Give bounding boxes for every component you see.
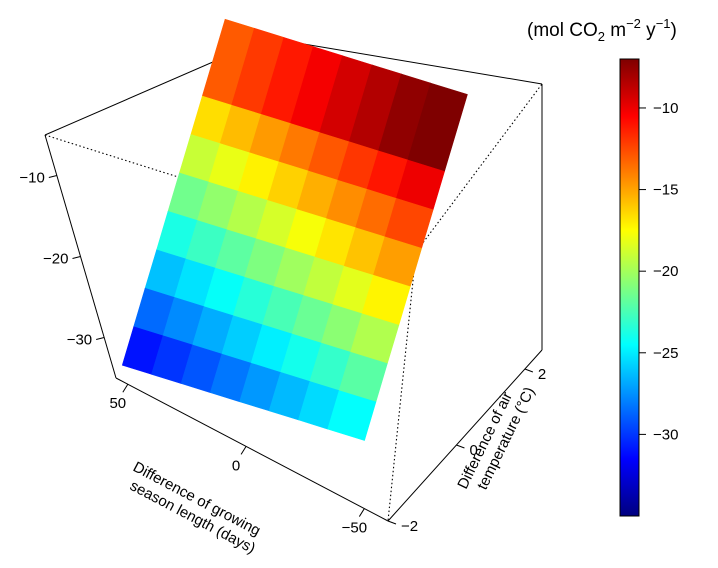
z-tick — [96, 337, 105, 340]
box-edge — [415, 83, 543, 253]
box-edge — [267, 37, 543, 85]
x-tick — [358, 508, 365, 517]
colorbar-tick-label: −15 — [653, 182, 678, 199]
y-tick-label: −2 — [401, 518, 418, 535]
y-axis-label: Difference of airtemperature (°C) — [454, 377, 538, 500]
colorbar-tick-label: −25 — [653, 345, 678, 362]
x-axis-label: Difference of growingseason length (days… — [122, 459, 267, 558]
surface-patch — [327, 390, 377, 441]
box-edge — [387, 251, 417, 522]
colorbar-rect — [619, 58, 640, 517]
y-tick — [456, 444, 465, 449]
box-edge — [387, 349, 543, 522]
colorbar-tick-label: −20 — [653, 263, 678, 280]
unit-label-text: (mol CO2 m−2 y−1) — [527, 16, 677, 44]
colorbar-tick-label: −30 — [653, 426, 678, 443]
y-tick-label: 0 — [469, 442, 477, 459]
x-tick-label: 0 — [232, 457, 240, 474]
x-tick-label: 50 — [109, 395, 126, 412]
z-tick-label: −20 — [43, 251, 68, 268]
colorbar: −10 −15 −20 −25 −30 — [619, 58, 678, 517]
surface-plot — [121, 18, 468, 441]
x-tick-label: −50 — [342, 520, 367, 537]
colorbar-tick-label: −10 — [653, 100, 678, 117]
y-tick-label: 2 — [538, 366, 546, 383]
y-tick — [387, 520, 397, 525]
z-tick-label: −30 — [67, 332, 92, 349]
z-tick — [48, 175, 57, 178]
bounding-box-front — [115, 349, 543, 522]
x-tick — [240, 446, 247, 455]
y-tick — [524, 368, 534, 373]
x-tick — [122, 383, 129, 393]
z-tick — [72, 256, 81, 259]
z-tick-label: −10 — [19, 170, 44, 187]
box-edge — [115, 377, 389, 522]
unit-label: (mol CO2 m−2 y−1) — [527, 16, 677, 44]
